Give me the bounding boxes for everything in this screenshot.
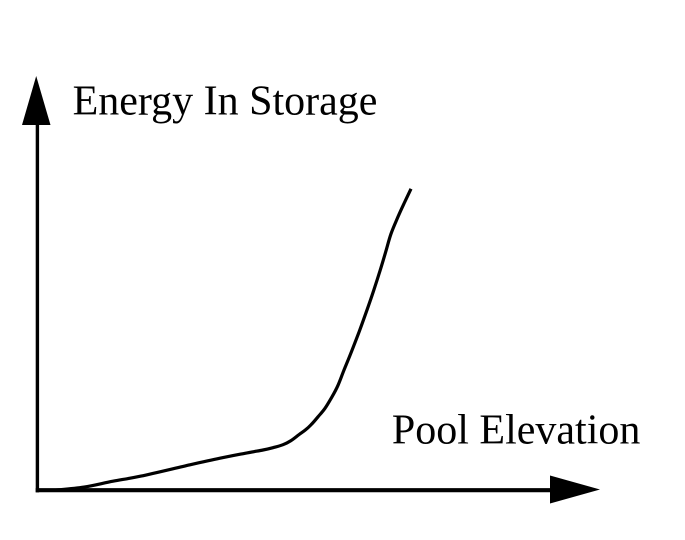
svg-text:Energy In Storage: Energy In Storage <box>73 79 378 125</box>
svg-text:Pool Elevation: Pool Elevation <box>392 408 640 454</box>
